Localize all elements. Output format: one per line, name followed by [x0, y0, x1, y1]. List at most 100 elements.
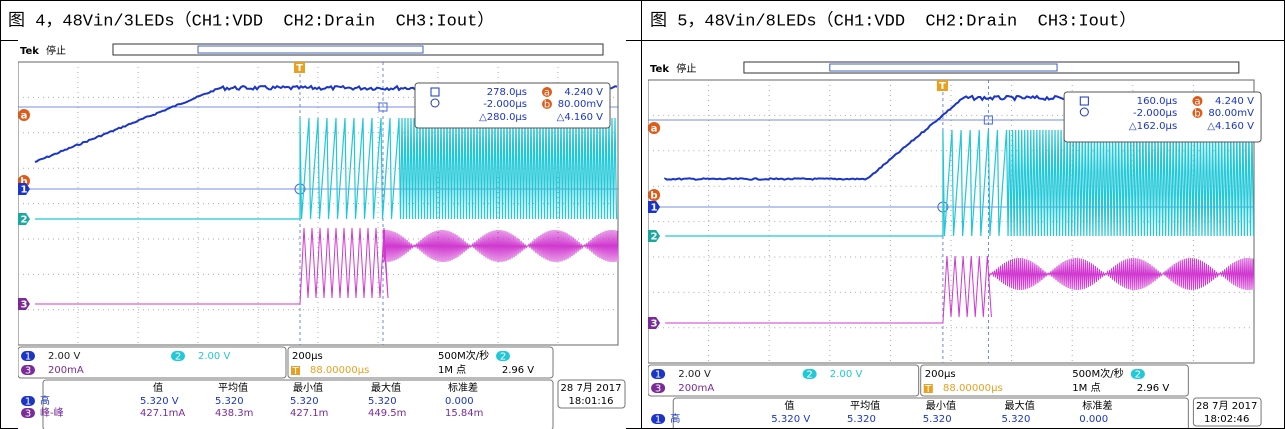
readout-delta: △4.160 V — [557, 112, 603, 123]
record-window — [198, 46, 423, 53]
channel-scale: 2.00 V — [198, 351, 230, 362]
measurement-label: 高 — [670, 412, 680, 425]
measurement-header: 最大值 — [1005, 399, 1035, 412]
measurement-header: 平均值 — [218, 381, 248, 394]
timebase: 200µs — [292, 351, 323, 362]
channel-marker: 2 — [21, 215, 28, 226]
channel-marker: 1 — [651, 203, 658, 214]
readout-time: -2.000µs — [483, 99, 527, 110]
cursor-marker: a — [21, 111, 28, 122]
channel-scale: 200mA — [48, 365, 84, 376]
measurement-value: 5.320 — [923, 414, 952, 425]
measurement-header: 标准差 — [1082, 399, 1112, 412]
cursor-marker: a — [651, 124, 658, 135]
measurement-value: 449.5m — [368, 408, 406, 419]
readout-marker: b — [544, 100, 550, 111]
readout-delta: △280.0µs — [479, 112, 527, 123]
readout-time: 278.0µs — [487, 87, 527, 98]
measurement-header: 最小值 — [293, 381, 323, 394]
measurement-label: 峰-峰 — [40, 407, 64, 419]
trigger-marker: T — [296, 63, 303, 74]
channel-marker: 3 — [651, 319, 658, 330]
acquisition-state: 停止 — [46, 44, 66, 57]
channel-scale: 2.00 V — [678, 369, 711, 380]
measurement-value: 427.1mA — [140, 408, 185, 419]
readout-delta: △162.0µs — [1129, 121, 1177, 132]
measurement-label: 高 — [40, 394, 50, 407]
channel-number: 1 — [655, 415, 661, 426]
channel-number: 2 — [175, 352, 181, 363]
brand: Tek — [650, 64, 669, 75]
channel-number: 2 — [806, 370, 812, 381]
measurement-value: 5.320 — [368, 396, 397, 407]
measurement-header: 值 — [153, 381, 163, 394]
measurement-value: 0.000 — [1079, 414, 1108, 425]
cursor-marker: b — [650, 191, 657, 202]
page: 图 4，48Vin/3LEDs（CH1:VDD CH2:Drain CH3:Io… — [0, 0, 1285, 429]
record-window — [830, 64, 1057, 71]
channel-marker: 1 — [21, 185, 28, 196]
record-length: 1M 点 — [438, 364, 466, 376]
record-length: 1M 点 — [1072, 382, 1100, 394]
channel-number: 3 — [25, 366, 31, 377]
time: 18:01:16 — [569, 396, 614, 407]
readout-time: 160.0µs — [1137, 96, 1178, 107]
time: 18:02:46 — [1204, 414, 1249, 425]
readout-voltage: 80.00mV — [1208, 108, 1254, 119]
trigger-channel: 2 — [1135, 370, 1141, 381]
measurement-value: 427.1m — [290, 408, 328, 419]
trigger-icon: T — [924, 384, 932, 395]
channel-number: 1 — [25, 397, 31, 408]
brand: Tek — [20, 46, 39, 57]
trigger-level: 2.96 V — [502, 365, 534, 376]
trigger-channel: 2 — [500, 352, 506, 363]
date: 28 7月 2017 — [1196, 400, 1257, 412]
channel-marker: 2 — [651, 232, 658, 243]
trigger-icon: T — [291, 366, 299, 377]
timebase: 200µs — [925, 369, 956, 380]
measurement-value: 0.000 — [445, 396, 474, 407]
channel-number: 3 — [655, 384, 661, 395]
measurement-header: 值 — [784, 399, 794, 412]
measurement-header: 平均值 — [850, 399, 880, 412]
channel-scale: 200mA — [678, 383, 714, 394]
measurement-header: 最小值 — [926, 399, 956, 412]
measurement-value: 5.320 — [215, 396, 244, 407]
acquisition-state: 停止 — [676, 62, 696, 75]
measurement-value: 15.84m — [445, 408, 483, 419]
measurement-value: 5.320 — [847, 414, 876, 425]
channel-number: 1 — [25, 352, 31, 363]
document: 图 4，48Vin/3LEDs（CH1:VDD CH2:Drain CH3:Io… — [0, 0, 1285, 429]
channel-number: 1 — [655, 370, 661, 381]
sample-rate: 500M次/秒 — [438, 349, 489, 362]
trigger-position: 88.00000µs — [310, 365, 369, 376]
measurement-value: 5.320 V — [771, 414, 810, 425]
measurement-header: 最大值 — [371, 381, 401, 394]
readout-voltage: 4.240 V — [1215, 96, 1254, 107]
date: 28 7月 2017 — [561, 382, 622, 394]
measurement-header: 标准差 — [448, 381, 478, 394]
channel-scale: 2.00 V — [48, 351, 80, 362]
readout-marker: a — [544, 88, 550, 99]
oscilloscope-screenshot: Tek停止ab123T278.0µs-2.000µs△280.0µsab4.24… — [18, 40, 626, 429]
measurement-value: 5.320 — [1002, 414, 1031, 425]
trigger-level: 2.96 V — [1137, 383, 1170, 394]
trigger-position: 88.00000µs — [943, 383, 1003, 394]
caption: 图 4，48Vin/3LEDs（CH1:VDD CH2:Drain CH3:Io… — [8, 10, 494, 31]
readout-marker: b — [1194, 109, 1200, 120]
measurement-value: 438.3m — [215, 408, 253, 419]
readout-time: -2.000µs — [1133, 108, 1177, 119]
readout-marker: a — [1194, 97, 1200, 108]
channel-number: 3 — [25, 409, 31, 420]
readout-voltage: 80.00mV — [558, 99, 603, 110]
measurement-value: 5.320 V — [140, 396, 179, 407]
channel-marker: 3 — [21, 300, 28, 311]
readout-delta: △4.160 V — [1207, 121, 1254, 132]
measurement-value: 5.320 — [290, 396, 319, 407]
trigger-marker: T — [939, 81, 946, 92]
channel-scale: 2.00 V — [830, 369, 863, 380]
readout-voltage: 4.240 V — [564, 87, 603, 98]
caption: 图 5，48Vin/8LEDs（CH1:VDD CH2:Drain CH3:Io… — [650, 10, 1136, 31]
sample-rate: 500M次/秒 — [1072, 367, 1124, 380]
